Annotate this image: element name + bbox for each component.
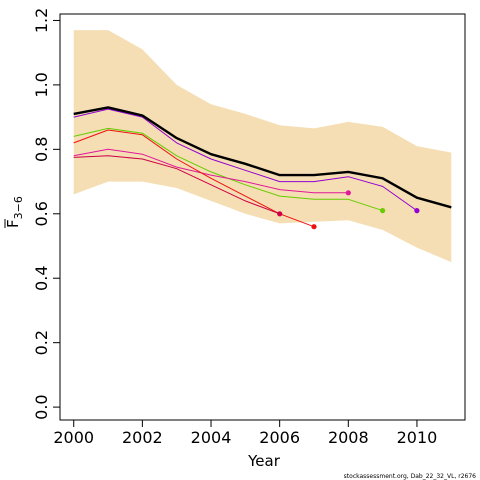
series-line-peel-1 (73, 108, 418, 212)
y-tick-label: 0.8 (32, 137, 51, 162)
y-tick-label: 0.6 (32, 201, 51, 226)
series-end-point-1 (414, 208, 420, 214)
y-axis-title-subscript: 3−6 (12, 196, 25, 219)
x-tick-label: 2000 (53, 428, 94, 447)
end-marker-layer (277, 190, 420, 230)
footer-credit: stockassessment.org, Dab_22_32_VL, r2676 (344, 473, 476, 480)
x-tick-label: 2004 (191, 428, 232, 447)
confidence-band-layer (73, 30, 452, 263)
series-line-peel-3 (73, 148, 349, 194)
series-end-point-3 (345, 190, 351, 196)
series-line-peel-4 (73, 129, 315, 228)
series-end-point-5 (277, 211, 283, 217)
series-line-peel-5 (73, 155, 280, 215)
series-end-point-4 (311, 224, 317, 230)
x-tick-label: 2008 (328, 428, 369, 447)
series-layer (73, 106, 452, 228)
svg-text:F3−6: F3−6 (4, 196, 25, 228)
y-tick-label: 0.4 (32, 265, 51, 290)
y-tick-label: 0.2 (32, 330, 51, 355)
y-axis: 0.0 0.2 0.4 0.6 0.8 1.0 1.2 (32, 8, 61, 420)
x-tick-label: 2006 (259, 428, 300, 447)
x-axis-title: Year (247, 452, 281, 470)
y-axis-title-main: F (4, 219, 22, 228)
series-line-main (73, 106, 452, 209)
y-axis-title: F3−6 (4, 196, 25, 228)
x-axis: 2000 2002 2004 2006 2008 2010 (53, 419, 438, 447)
y-tick-label: 0.0 (32, 394, 51, 419)
series-end-point-2 (380, 208, 386, 214)
y-tick-label: 1.0 (32, 72, 51, 97)
x-tick-label: 2002 (122, 428, 163, 447)
y-tick-label: 1.2 (32, 8, 51, 33)
confidence-band (73, 30, 452, 263)
x-tick-label: 2010 (397, 428, 438, 447)
